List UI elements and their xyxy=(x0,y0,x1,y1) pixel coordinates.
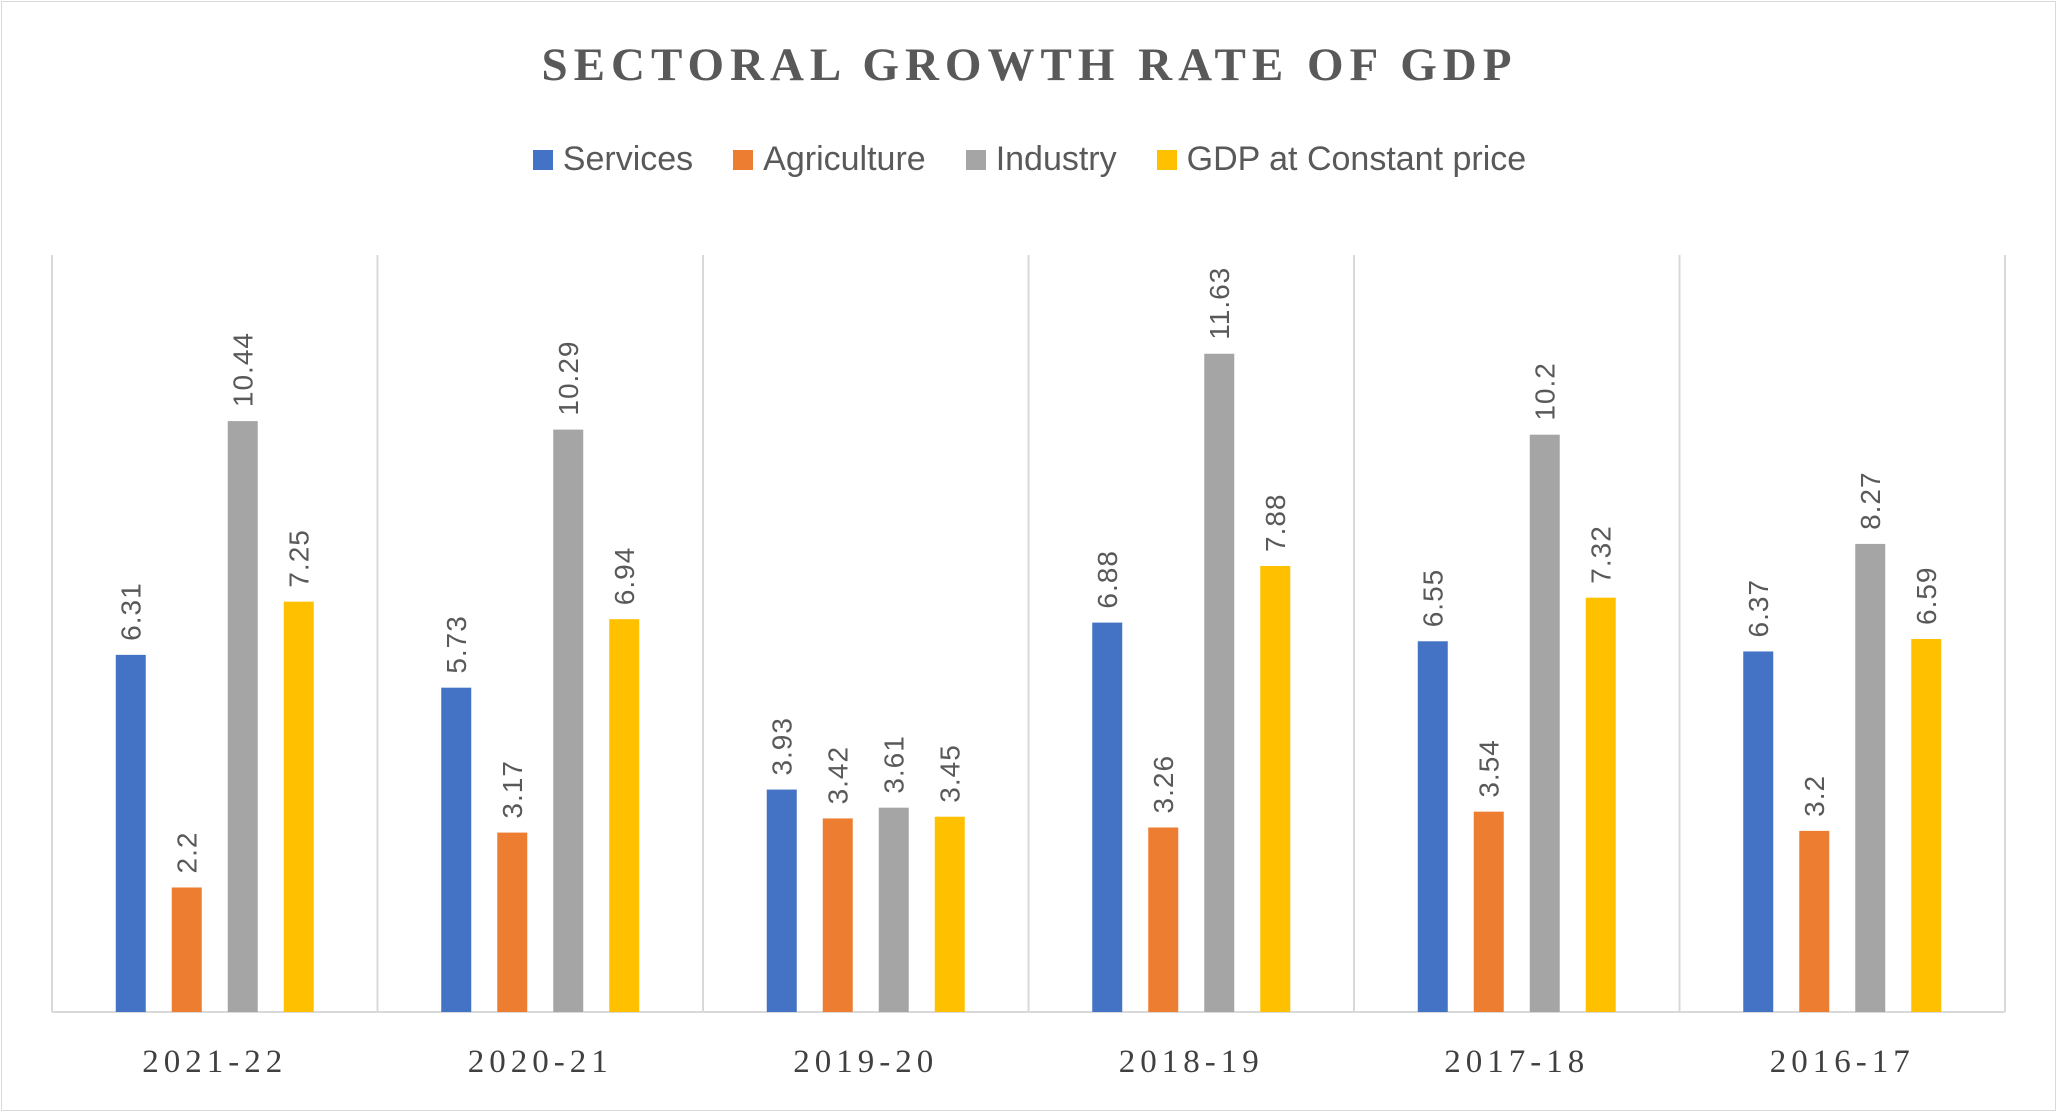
data-label-services-2019-20: 3.93 xyxy=(767,717,798,776)
x-tick-label-2017-18: 2017-18 xyxy=(1444,1044,1589,1080)
legend-swatch-agriculture xyxy=(733,149,754,170)
data-label-gdp-at-constant-price-2020-21: 6.94 xyxy=(609,547,640,606)
bar-services-2021-22 xyxy=(115,654,146,1012)
data-label-services-2020-21: 5.73 xyxy=(441,615,472,674)
bar-agriculture-2017-18 xyxy=(1473,811,1504,1012)
legend-label-industry: Industry xyxy=(995,140,1117,178)
bar-services-2019-20 xyxy=(766,789,797,1012)
bar-agriculture-2019-20 xyxy=(822,818,853,1012)
x-tick-label-2021-22: 2021-22 xyxy=(142,1044,287,1080)
bar-agriculture-2018-19 xyxy=(1148,827,1179,1012)
data-label-gdp-at-constant-price-2021-22: 7.25 xyxy=(284,529,315,588)
data-label-agriculture-2021-22: 2.2 xyxy=(172,832,203,874)
data-label-industry-2019-20: 3.61 xyxy=(879,735,910,794)
bar-services-2020-21 xyxy=(441,687,472,1012)
legend-swatch-industry xyxy=(965,149,986,170)
chart-title: SECTORAL GROWTH RATE OF GDP xyxy=(541,39,1518,91)
bar-industry-2016-17 xyxy=(1855,543,1886,1012)
legend-label-gdp: GDP at Constant price xyxy=(1186,140,1527,178)
bar-gdp-at-constant-price-2021-22 xyxy=(283,601,314,1012)
bar-industry-2021-22 xyxy=(227,421,258,1012)
data-label-agriculture-2018-19: 3.26 xyxy=(1148,755,1179,814)
legend-label-agriculture: Agriculture xyxy=(763,140,926,178)
data-label-agriculture-2019-20: 3.42 xyxy=(823,746,854,805)
data-label-services-2017-18: 6.55 xyxy=(1418,569,1449,628)
data-label-gdp-at-constant-price-2019-20: 3.45 xyxy=(935,744,966,803)
data-label-industry-2020-21: 10.29 xyxy=(553,341,584,416)
legend-label-services: Services xyxy=(562,140,694,178)
legend-item-gdp: GDP at Constant price xyxy=(1156,140,1527,179)
bar-gdp-at-constant-price-2016-17 xyxy=(1911,639,1942,1012)
data-label-services-2018-19: 6.88 xyxy=(1092,550,1123,609)
data-label-industry-2021-22: 10.44 xyxy=(228,332,259,407)
legend-item-services: Services xyxy=(532,140,694,179)
x-tick-label-2016-17: 2016-17 xyxy=(1770,1044,1915,1080)
bar-gdp-at-constant-price-2018-19 xyxy=(1260,565,1291,1012)
data-label-industry-2018-19: 11.63 xyxy=(1204,267,1235,340)
bar-industry-2019-20 xyxy=(878,807,909,1012)
data-label-gdp-at-constant-price-2018-19: 7.88 xyxy=(1260,493,1291,552)
bar-industry-2017-18 xyxy=(1529,434,1560,1012)
bar-agriculture-2021-22 xyxy=(171,887,202,1012)
x-tick-label-2019-20: 2019-20 xyxy=(793,1044,938,1080)
bar-services-2018-19 xyxy=(1092,622,1123,1012)
data-label-agriculture-2020-21: 3.17 xyxy=(497,760,528,819)
legend: Services Agriculture Industry GDP at Con… xyxy=(0,140,2059,179)
bar-industry-2018-19 xyxy=(1204,353,1235,1012)
data-label-industry-2016-17: 8.27 xyxy=(1855,471,1886,530)
bar-agriculture-2020-21 xyxy=(497,832,528,1012)
bar-gdp-at-constant-price-2017-18 xyxy=(1585,597,1616,1012)
x-tick-label-2020-21: 2020-21 xyxy=(468,1044,613,1080)
data-label-services-2021-22: 6.31 xyxy=(116,582,147,641)
data-label-gdp-at-constant-price-2016-17: 6.59 xyxy=(1911,567,1942,626)
data-label-services-2016-17: 6.37 xyxy=(1743,579,1774,638)
data-label-agriculture-2016-17: 3.2 xyxy=(1799,775,1830,817)
bar-services-2016-17 xyxy=(1743,651,1774,1012)
legend-item-industry: Industry xyxy=(965,140,1117,179)
bar-industry-2020-21 xyxy=(553,429,584,1012)
x-tick-label-2018-19: 2018-19 xyxy=(1119,1044,1264,1080)
legend-item-agriculture: Agriculture xyxy=(733,140,926,179)
data-label-agriculture-2017-18: 3.54 xyxy=(1474,739,1505,798)
bar-agriculture-2016-17 xyxy=(1799,830,1830,1012)
legend-swatch-gdp xyxy=(1156,149,1177,170)
data-label-gdp-at-constant-price-2017-18: 7.32 xyxy=(1586,525,1617,584)
legend-swatch-services xyxy=(532,149,553,170)
bar-services-2017-18 xyxy=(1417,641,1448,1012)
bar-gdp-at-constant-price-2019-20 xyxy=(934,816,965,1012)
bar-gdp-at-constant-price-2020-21 xyxy=(609,619,640,1012)
data-label-industry-2017-18: 10.2 xyxy=(1530,362,1561,421)
